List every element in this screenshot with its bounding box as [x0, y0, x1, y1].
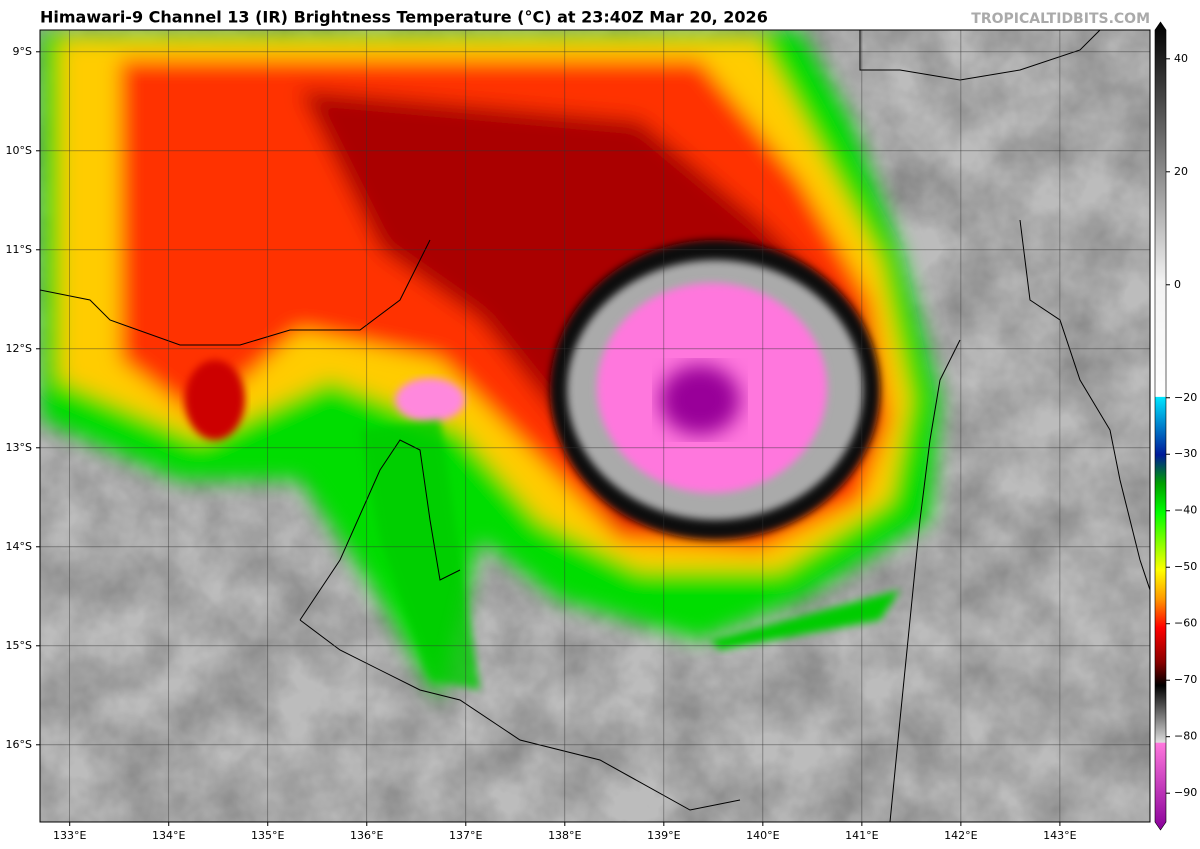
lon-label: 138°E [548, 829, 581, 842]
lon-label: 133°E [53, 829, 86, 842]
colorbar-label: −60 [1174, 617, 1197, 630]
lat-label: 15°S [6, 639, 32, 652]
colorbar-label: −30 [1174, 447, 1197, 460]
colorbar-label: −70 [1174, 673, 1197, 686]
map-frame [39, 29, 1151, 823]
lon-label: 141°E [845, 829, 878, 842]
colorbar [1154, 21, 1167, 831]
colorbar-label: −50 [1174, 560, 1197, 573]
colorbar-label: 40 [1174, 52, 1188, 65]
colorbar-label: −80 [1174, 730, 1197, 743]
colorbar-label: 0 [1174, 278, 1181, 291]
coastlines [40, 30, 1150, 822]
lat-label: 16°S [6, 738, 32, 751]
satellite-image [40, 30, 1150, 822]
lon-label: 134°E [152, 829, 185, 842]
lat-label: 12°S [6, 342, 32, 355]
lon-label: 140°E [746, 829, 779, 842]
colorbar-label: −90 [1174, 786, 1197, 799]
lon-label: 143°E [1043, 829, 1076, 842]
lat-label: 13°S [6, 441, 32, 454]
watermark: TROPICALTIDBITS.COM [971, 11, 1150, 27]
colorbar-label: −40 [1174, 504, 1197, 517]
lon-label: 135°E [251, 829, 284, 842]
title: Himawari-9 Channel 13 (IR) Brightness Te… [40, 8, 768, 27]
colorbar-label: 20 [1174, 165, 1188, 178]
lat-label: 9°S [13, 45, 32, 58]
colorbar-label: −20 [1174, 391, 1197, 404]
lon-label: 137°E [449, 829, 482, 842]
lon-label: 136°E [350, 829, 383, 842]
lon-label: 139°E [647, 829, 680, 842]
lat-label: 10°S [6, 144, 32, 157]
lat-label: 11°S [6, 243, 32, 256]
lon-label: 142°E [944, 829, 977, 842]
lat-label: 14°S [6, 540, 32, 553]
